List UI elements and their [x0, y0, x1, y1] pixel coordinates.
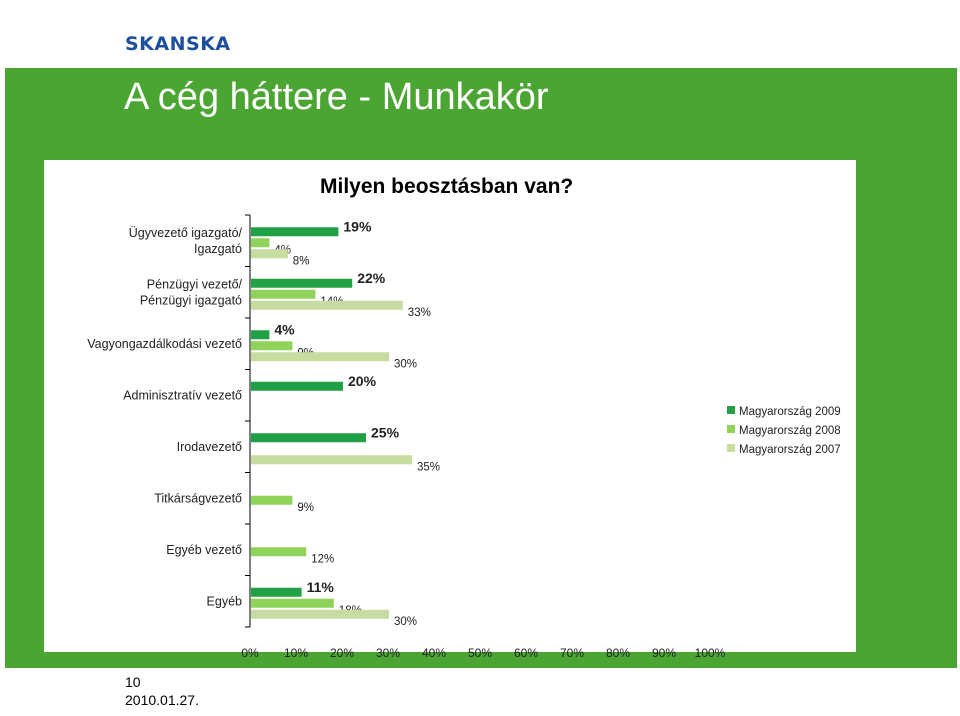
x-tick-label: 0%	[241, 646, 259, 660]
data-label: 8%	[293, 255, 310, 267]
bar	[251, 598, 334, 608]
bar	[251, 238, 270, 248]
legend-entry: Magyarország 2009	[739, 406, 841, 418]
x-tick-label: 20%	[330, 646, 354, 660]
legend-swatch	[727, 406, 735, 414]
bar	[251, 249, 288, 259]
data-label: 33%	[408, 307, 431, 319]
category-label: Vagyongazdálkodási vezető	[87, 337, 242, 351]
category-label: Pénzügyi vezető/Pénzügyi igazgató	[140, 277, 243, 307]
bar	[251, 227, 339, 237]
data-label: 11%	[307, 579, 335, 595]
bar	[251, 300, 403, 310]
x-tick-label: 100%	[695, 646, 726, 660]
legend-entry: Magyarország 2007	[739, 444, 841, 456]
bar	[251, 587, 302, 597]
chart-title: Milyen beosztásban van?	[320, 175, 574, 198]
bar	[251, 547, 307, 557]
category-label: Adminisztratív vezető	[123, 388, 242, 402]
page-title: A cég háttere - Munkakör	[124, 76, 549, 118]
data-label: 22%	[357, 270, 386, 286]
category-label: Ügyvezető igazgató/Igazgató	[129, 226, 243, 256]
x-tick-label: 80%	[606, 646, 630, 660]
bar	[251, 609, 389, 619]
x-tick-label: 30%	[376, 646, 400, 660]
chart-panel	[44, 160, 856, 652]
category-label: Egyéb	[207, 594, 242, 608]
bar	[251, 330, 270, 340]
bar	[251, 381, 343, 391]
slide-date: 2010.01.27.	[125, 692, 199, 708]
category-label: Titkárságvezető	[154, 491, 242, 505]
data-label: 30%	[394, 358, 417, 370]
data-label: 9%	[297, 502, 314, 514]
bar	[251, 352, 389, 362]
bar	[251, 433, 366, 443]
x-tick-label: 50%	[468, 646, 492, 660]
data-label: 30%	[394, 616, 417, 628]
skanska-logo: SKANSKA	[125, 33, 231, 55]
legend-swatch	[727, 444, 735, 452]
category-label: Irodavezető	[177, 440, 242, 454]
data-label: 19%	[343, 218, 372, 234]
x-tick-label: 40%	[422, 646, 446, 660]
category-label: Egyéb vezető	[166, 543, 242, 557]
legend-swatch	[727, 425, 735, 433]
x-tick-label: 90%	[652, 646, 676, 660]
data-label: 25%	[371, 424, 400, 440]
bar	[251, 455, 412, 465]
x-tick-label: 60%	[514, 646, 538, 660]
bar	[251, 289, 316, 299]
legend-entry: Magyarország 2008	[739, 425, 841, 437]
x-tick-label: 10%	[284, 646, 308, 660]
data-label: 35%	[417, 461, 440, 473]
data-label: 4%	[274, 321, 295, 337]
bar	[251, 278, 353, 288]
bar	[251, 341, 293, 351]
bar	[251, 495, 293, 505]
page-number: 10	[125, 674, 141, 690]
data-label: 12%	[311, 553, 334, 565]
data-label: 20%	[348, 373, 377, 389]
x-tick-label: 70%	[560, 646, 584, 660]
